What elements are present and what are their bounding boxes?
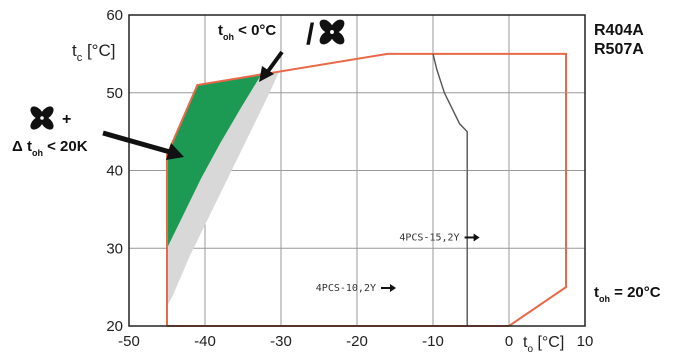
green-region <box>167 73 262 249</box>
model-label: 4PCS-15,2Y <box>399 232 459 243</box>
x-tick-label: -30 <box>270 333 292 350</box>
fan-hub <box>328 28 336 36</box>
chart-regions <box>166 52 567 327</box>
y-axis-label: tc [°C] <box>72 41 115 64</box>
y-tick-label: 40 <box>106 163 123 180</box>
x-axis-label: to [°C] <box>523 334 564 354</box>
arrowhead <box>259 66 274 82</box>
x-tick-label: -40 <box>194 333 216 350</box>
toh-annotation: toh < 0°C <box>218 22 276 42</box>
axis-ticks: -50 -40 -30 -20 -10 0 10 20 30 40 50 60 <box>106 7 593 350</box>
model-limit-line <box>432 53 468 326</box>
annotation-arrow-top <box>264 50 284 76</box>
arrowhead <box>473 233 480 242</box>
y-tick-label: 60 <box>106 7 123 24</box>
y-tick-label: 50 <box>106 85 123 102</box>
arrowhead <box>166 143 184 160</box>
x-tick-label: 0 <box>505 333 513 350</box>
slash-mark: / <box>306 18 315 51</box>
x-tick-label: -20 <box>346 333 368 350</box>
x-tick-label: -10 <box>422 333 444 350</box>
fan-hub <box>38 114 46 122</box>
y-tick-label: 30 <box>106 240 123 257</box>
plot-frame <box>128 14 586 327</box>
model-labels: 4PCS-15,2Y 4PCS-10,2Y <box>316 232 480 294</box>
x-tick-label: -50 <box>118 333 140 350</box>
x-tick-label: 10 <box>577 333 594 350</box>
arrowhead <box>390 284 396 293</box>
gray-region <box>167 71 280 307</box>
refrigerant-label: R404A <box>594 22 644 39</box>
toh-condition-label: toh = 20°C <box>594 284 661 304</box>
plus-sign: + <box>62 111 71 128</box>
plot-area-border <box>128 14 586 327</box>
delta-toh-annotation: Δ toh < 20K <box>12 138 88 158</box>
fan-icon <box>319 19 345 45</box>
y-tick-label: 20 <box>106 318 123 335</box>
model-label: 4PCS-10,2Y <box>316 283 376 294</box>
envelope-boundary <box>166 52 567 327</box>
fan-icon <box>30 106 54 130</box>
annotation-arrow-left <box>102 130 171 155</box>
refrigerant-label: R507A <box>594 41 644 58</box>
